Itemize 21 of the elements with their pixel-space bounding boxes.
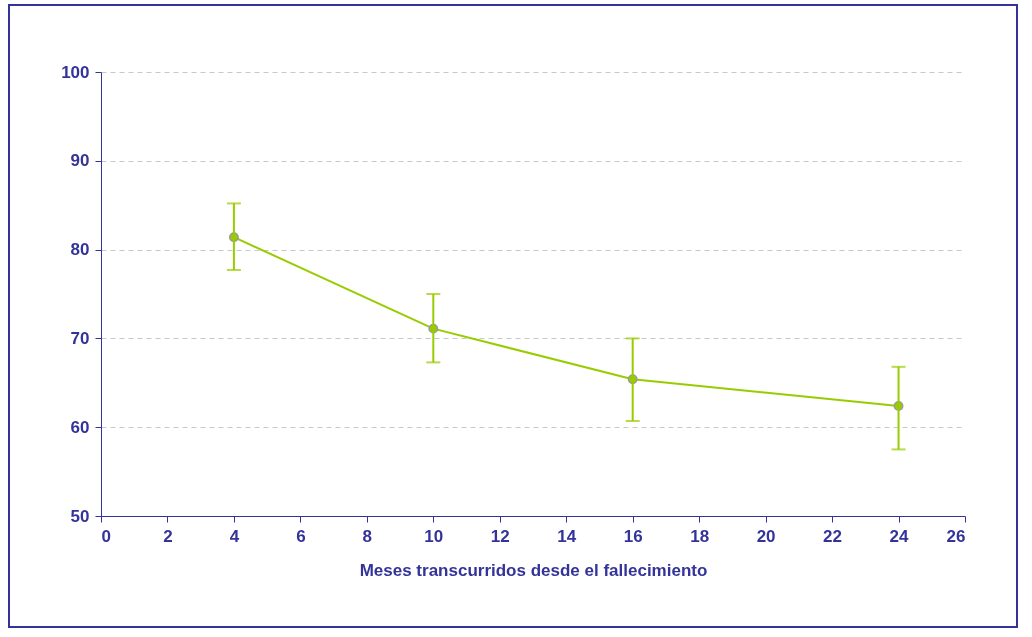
x-tick-label: 24 (889, 526, 910, 546)
x-tick-label: 20 (756, 526, 776, 546)
x-tick-label: 0 (101, 526, 111, 546)
y-tick-label: 90 (70, 151, 90, 171)
y-tick-label: 80 (70, 240, 90, 260)
y-tick-label: 70 (70, 328, 90, 348)
x-tick-label: 6 (296, 526, 306, 546)
y-tick-label: 50 (70, 506, 90, 526)
x-tick-label: 8 (362, 526, 373, 546)
y-tick-label: 100 (61, 62, 90, 82)
x-axis-title: Meses transcurridos desde el fallecimiento (359, 560, 708, 580)
x-tick-label: 22 (823, 526, 843, 546)
x-tick-label: 4 (229, 526, 240, 546)
x-tick-label: 2 (163, 526, 173, 546)
x-tick-label: 10 (424, 526, 444, 546)
x-tick-label: 16 (623, 526, 643, 546)
x-tick-label: 14 (557, 526, 577, 546)
x-tick-label: 26 (946, 526, 966, 546)
x-tick-label: 12 (490, 526, 510, 546)
y-tick-label: 60 (70, 417, 90, 437)
x-tick-label: 18 (690, 526, 710, 546)
